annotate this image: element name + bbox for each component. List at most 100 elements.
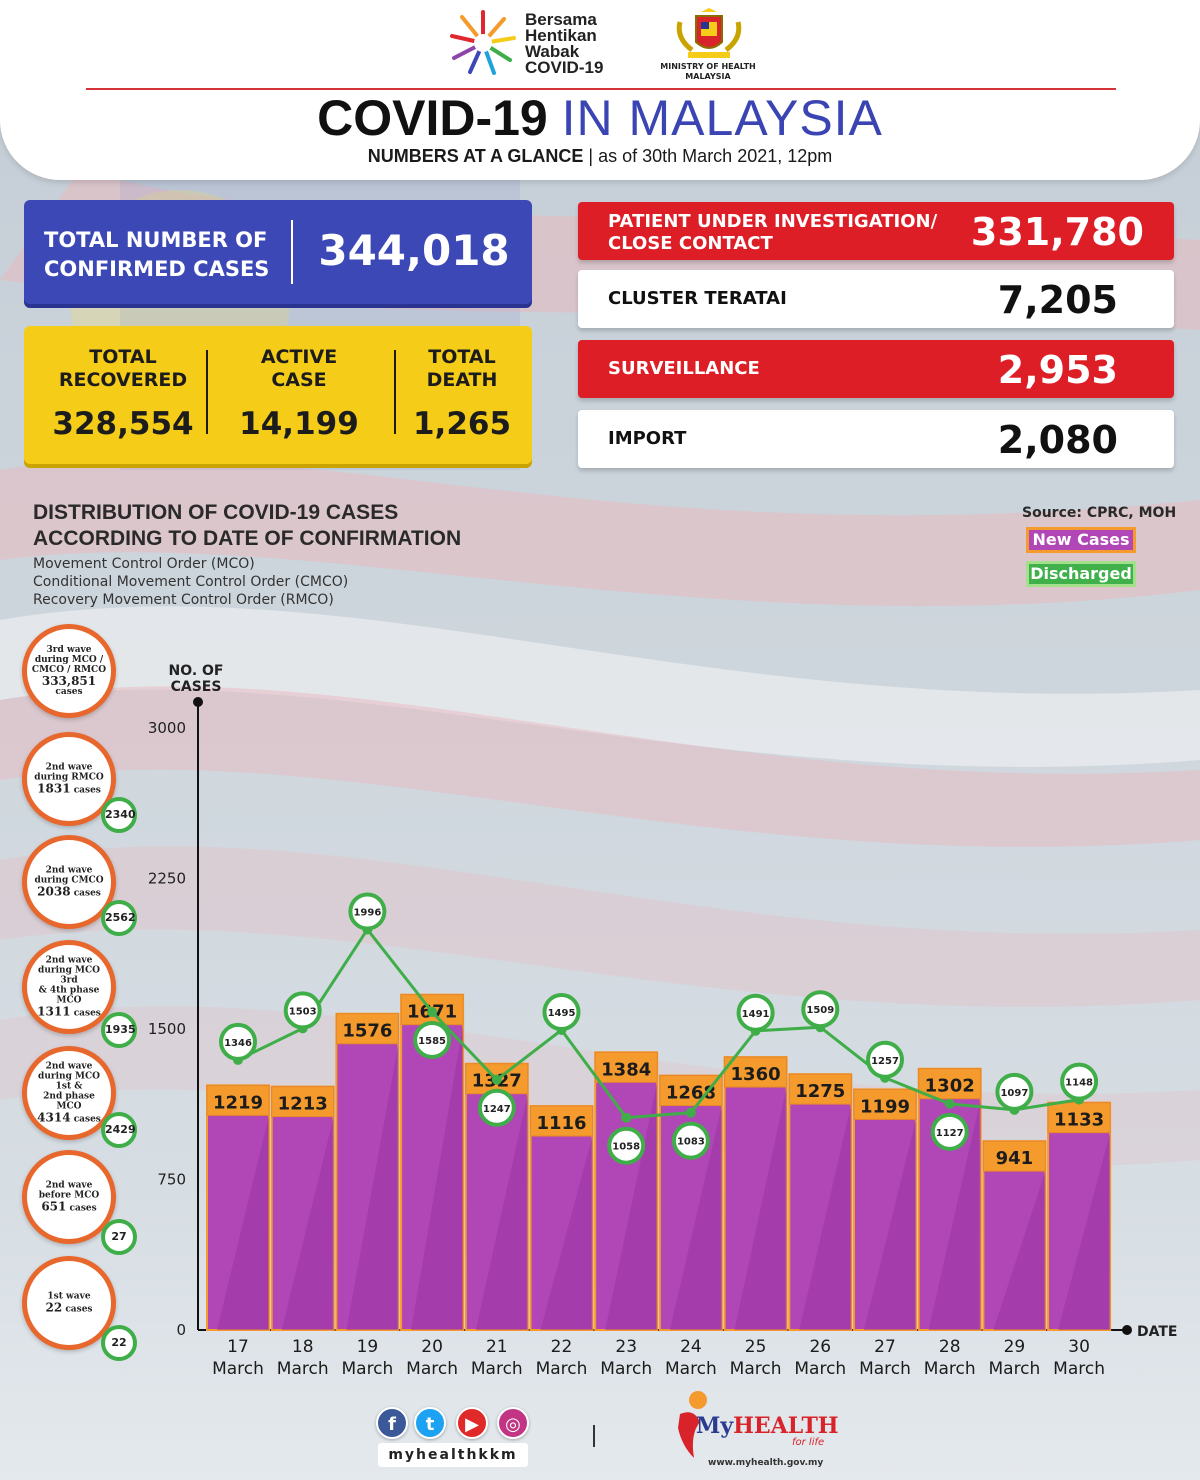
x-tick-label: 22 bbox=[551, 1337, 573, 1357]
x-tick-label: March bbox=[341, 1359, 393, 1379]
discharged-value-label: 1495 bbox=[548, 1008, 576, 1019]
discharged-value-label: 1058 bbox=[612, 1142, 640, 1153]
divider bbox=[206, 350, 208, 434]
x-tick-label: March bbox=[471, 1359, 523, 1379]
x-tick-label: March bbox=[794, 1359, 846, 1379]
discharged-badge bbox=[866, 1040, 904, 1079]
x-tick-label: March bbox=[536, 1359, 588, 1379]
wave-circle-mco12: 2nd wave during MCO 1st & 2nd phase MCO 43… bbox=[22, 1046, 116, 1140]
y-tick-label: 0 bbox=[176, 1321, 186, 1339]
y-axis-cap bbox=[193, 697, 203, 707]
footer-divider bbox=[593, 1425, 595, 1447]
bar-shade bbox=[281, 1116, 334, 1330]
wave-badge: 2340 bbox=[101, 797, 137, 833]
bar-cap bbox=[206, 1084, 270, 1116]
legend-discharged: Discharged bbox=[1026, 561, 1136, 587]
legend-new-cases: New Cases bbox=[1026, 527, 1136, 553]
recovered-value: 328,554 bbox=[52, 406, 194, 442]
bar-value-label: 1384 bbox=[601, 1059, 651, 1080]
active-value: 14,199 bbox=[239, 406, 359, 442]
bar-cap bbox=[400, 994, 464, 1026]
wave-badge: 2562 bbox=[101, 900, 137, 936]
bar-shade bbox=[346, 1043, 399, 1330]
x-tick-label: 23 bbox=[615, 1337, 637, 1357]
bar-value-label: 1576 bbox=[342, 1021, 392, 1042]
wave-circle-1st: 1st wave 22 cases bbox=[22, 1256, 116, 1350]
instagram-icon[interactable]: ◎ bbox=[497, 1407, 529, 1439]
cluster-value: 2,953 bbox=[997, 348, 1118, 392]
bar-cap bbox=[271, 1086, 335, 1118]
bar-value-label: 1213 bbox=[278, 1094, 328, 1115]
wave-badge: 22 bbox=[101, 1325, 137, 1361]
bar-cap bbox=[594, 1051, 658, 1083]
divider bbox=[394, 350, 396, 434]
discharged-value-label: 1503 bbox=[289, 1006, 317, 1017]
bar-cap bbox=[918, 1068, 982, 1100]
x-tick-label: 27 bbox=[874, 1337, 896, 1357]
bar-value-label: 1199 bbox=[860, 1096, 910, 1117]
header-card: Bersama Hentikan Wabak COVID-19 MINISTRY… bbox=[0, 0, 1200, 180]
bar-value-label: 941 bbox=[996, 1148, 1034, 1169]
bar-value-label: 1360 bbox=[731, 1064, 781, 1085]
social-handle[interactable]: myhealthkkm bbox=[378, 1443, 528, 1467]
bar-cap bbox=[788, 1073, 852, 1105]
confirmed-cases-label: TOTAL NUMBER OF CONFIRMED CASES bbox=[44, 228, 270, 281]
confirmed-cases-card: TOTAL NUMBER OF CONFIRMED CASES 344,018 bbox=[24, 200, 532, 304]
discharged-badge bbox=[283, 991, 322, 1030]
discharged-badge bbox=[219, 1022, 257, 1061]
twitter-icon[interactable]: t bbox=[414, 1407, 446, 1439]
bar-value-label: 1116 bbox=[536, 1113, 586, 1134]
x-tick-label: 24 bbox=[680, 1337, 702, 1357]
bar-cap bbox=[530, 1105, 593, 1137]
wave-circle-3rd: 3rd wave during MCO / CMCO / RMCO 333,851 c… bbox=[22, 624, 116, 718]
x-tick-label: 28 bbox=[939, 1337, 961, 1357]
bar-shade bbox=[1058, 1132, 1111, 1330]
discharged-value-label: 1148 bbox=[1065, 1078, 1093, 1089]
cluster-row-surveillance: SURVEILLANCE 2,953 bbox=[578, 340, 1174, 398]
campaign-text: Bersama Hentikan Wabak COVID-19 bbox=[525, 10, 604, 77]
discharged-value-label: 1996 bbox=[353, 907, 381, 918]
bar-value-label: 1302 bbox=[925, 1076, 975, 1097]
discharged-value-label: 1585 bbox=[418, 1036, 446, 1047]
y-tick-label: 2250 bbox=[148, 870, 186, 888]
x-tick-label: 20 bbox=[421, 1337, 443, 1357]
summary-card: TOTAL RECOVERED 328,554 ACTIVE CASE 14,199… bbox=[24, 326, 532, 464]
bar-cap bbox=[724, 1056, 788, 1088]
bar-value-label: 1275 bbox=[795, 1081, 845, 1102]
discharged-badge bbox=[607, 1126, 646, 1165]
bar-cap bbox=[853, 1088, 917, 1120]
y-tick-label: 3000 bbox=[148, 719, 186, 737]
cluster-value: 331,780 bbox=[970, 210, 1144, 254]
discharged-badge bbox=[995, 1072, 1034, 1111]
y-axis-title: NO. OF CASES bbox=[169, 663, 224, 695]
wave-badge: 27 bbox=[101, 1219, 137, 1255]
x-tick-label: March bbox=[406, 1359, 458, 1379]
bar-shade bbox=[411, 1024, 464, 1330]
divider bbox=[291, 220, 293, 284]
page-subtitle: NUMBERS AT A GLANCE | as of 30th March 2… bbox=[367, 146, 833, 166]
discharged-value-label: 1247 bbox=[483, 1104, 511, 1115]
death-value: 1,265 bbox=[412, 406, 512, 442]
bar-shade bbox=[928, 1098, 981, 1330]
myhealth-tagline: for life bbox=[792, 1437, 825, 1448]
cluster-row-pui: PATIENT UNDER INVESTIGATION/CLOSE CONTAC… bbox=[578, 202, 1174, 260]
discharged-point bbox=[685, 1107, 696, 1118]
wave-badge: 1935 bbox=[101, 1012, 137, 1048]
x-tick-label: March bbox=[277, 1359, 329, 1379]
cluster-value: 7,205 bbox=[997, 278, 1118, 322]
facebook-icon[interactable]: f bbox=[376, 1407, 408, 1439]
discharged-badge bbox=[930, 1112, 969, 1151]
bar-shade bbox=[475, 1093, 528, 1330]
youtube-icon[interactable]: ▶ bbox=[456, 1407, 488, 1439]
myhealth-url[interactable]: www.myhealth.gov.my bbox=[708, 1458, 824, 1468]
x-tick-label: March bbox=[1053, 1359, 1105, 1379]
y-tick-label: 1500 bbox=[148, 1020, 186, 1038]
bar-cap bbox=[335, 1013, 399, 1045]
x-axis-title: DATE bbox=[1137, 1324, 1177, 1340]
x-tick-label: 21 bbox=[486, 1337, 508, 1357]
x-axis-cap bbox=[1122, 1325, 1132, 1335]
bar-shade bbox=[540, 1136, 593, 1330]
y-tick-label: 750 bbox=[157, 1171, 186, 1189]
chart-notes: Movement Control Order (MCO) Conditional… bbox=[33, 556, 349, 608]
